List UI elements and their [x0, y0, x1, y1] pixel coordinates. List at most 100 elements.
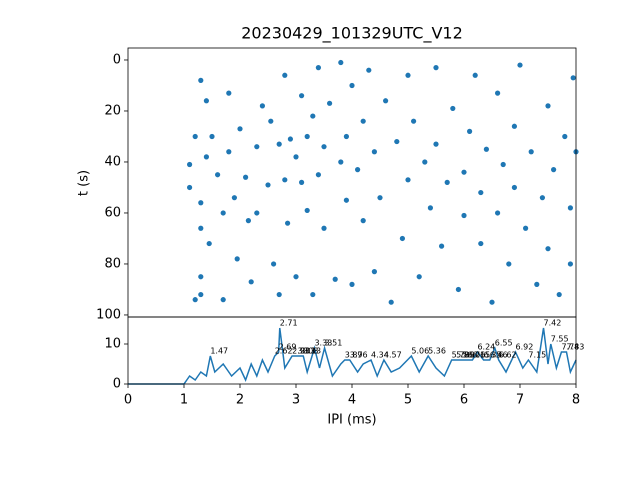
point: [198, 274, 204, 280]
y-tick-label: 20: [104, 103, 121, 118]
peak-label: 6.06: [467, 351, 485, 360]
point: [282, 72, 288, 78]
peak-label: 7.55: [551, 335, 569, 344]
point: [444, 179, 450, 185]
peak-label: 6.35: [484, 351, 502, 360]
point: [570, 75, 576, 81]
point: [276, 141, 282, 147]
point: [237, 126, 243, 132]
point: [231, 195, 237, 201]
peak-label: 3.96: [350, 351, 368, 360]
peak-label: 6.62: [499, 351, 517, 360]
point: [315, 172, 321, 178]
point: [293, 274, 299, 280]
point: [405, 72, 411, 78]
point: [360, 218, 366, 224]
point: [304, 133, 310, 140]
point: [198, 225, 204, 231]
point: [187, 184, 193, 191]
point: [511, 184, 517, 191]
point: [343, 133, 349, 140]
point: [315, 65, 321, 71]
peak-label: 6.15: [472, 351, 490, 360]
peak-label: 2.93: [292, 347, 310, 356]
point: [254, 144, 260, 150]
point: [304, 207, 310, 214]
peak-label: 5.86: [456, 351, 474, 360]
point: [245, 218, 251, 224]
point: [343, 197, 349, 203]
point: [517, 62, 523, 68]
point: [203, 98, 209, 104]
point: [209, 133, 215, 140]
y-tick-label: 0: [113, 377, 121, 392]
point: [534, 281, 540, 287]
point: [416, 274, 422, 280]
x-tick-label: 5: [404, 393, 412, 408]
peak-label: 5.06: [411, 347, 429, 356]
y-tick-label: 40: [104, 154, 121, 169]
point: [220, 297, 226, 303]
point: [511, 123, 517, 129]
point: [282, 177, 288, 183]
point: [198, 291, 204, 298]
point: [371, 269, 377, 275]
point: [192, 297, 198, 303]
x-tick-label: 8: [572, 393, 580, 408]
point: [556, 291, 562, 298]
point: [203, 154, 209, 160]
point: [478, 240, 484, 247]
point: [411, 118, 417, 124]
point: [439, 243, 445, 249]
point: [500, 161, 506, 168]
peak-label: 6.55: [495, 339, 513, 348]
point: [338, 159, 344, 165]
point: [383, 98, 389, 104]
point: [394, 138, 400, 145]
point: [461, 212, 467, 219]
point: [461, 169, 467, 175]
x-tick-label: 7: [516, 393, 524, 408]
point: [254, 210, 260, 216]
peak-label: 3.33: [314, 339, 332, 348]
peak-label: 3.08: [300, 347, 318, 356]
point: [495, 210, 501, 216]
peak-label: 7.15: [528, 351, 546, 360]
x-tick-label: 2: [236, 393, 244, 408]
point: [405, 177, 411, 183]
point: [399, 235, 405, 242]
point: [332, 276, 338, 282]
peak-label: 7.74: [561, 343, 579, 352]
point: [433, 141, 439, 147]
point: [248, 279, 254, 285]
point: [478, 189, 484, 196]
point: [450, 105, 456, 112]
point: [198, 77, 204, 83]
peak-label: 3.13: [303, 347, 321, 356]
peak-label: 3.87: [345, 351, 363, 360]
y-tick-label: 80: [104, 256, 121, 271]
point: [293, 154, 299, 160]
point: [377, 195, 383, 201]
peak-label: 2.71: [280, 319, 298, 328]
point: [371, 149, 377, 155]
point: [265, 182, 271, 188]
point: [528, 149, 534, 155]
point: [495, 90, 501, 96]
peak-label: 4.57: [384, 351, 402, 360]
point: [299, 179, 305, 185]
peak-label: 6.92: [516, 343, 534, 352]
point: [268, 118, 274, 124]
peak-label: 6.24: [477, 343, 495, 352]
point: [285, 220, 291, 226]
x-tick-label: 4: [348, 393, 356, 408]
point: [427, 205, 433, 211]
point: [349, 82, 355, 89]
point: [455, 286, 461, 293]
peak-label: 2.69: [279, 343, 297, 352]
point: [551, 167, 557, 173]
peak-label: 6.46: [490, 351, 508, 360]
y-tick-label: 10: [104, 337, 121, 352]
point: [198, 200, 204, 206]
